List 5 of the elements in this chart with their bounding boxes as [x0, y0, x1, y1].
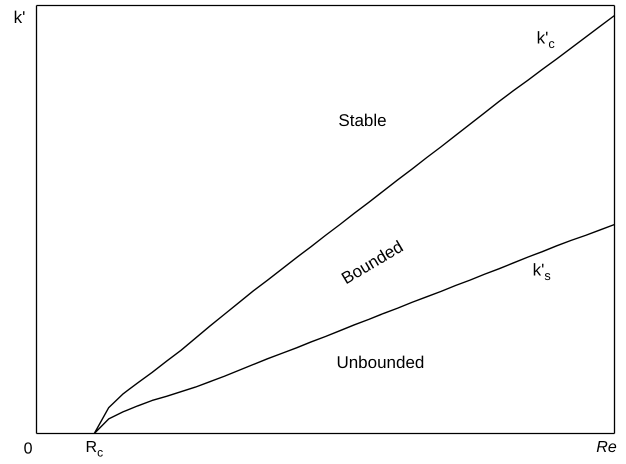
annotation: Stable: [338, 110, 387, 130]
annotation: Unbounded: [336, 352, 424, 372]
y-axis-title: k': [14, 8, 26, 27]
text: 0: [24, 440, 33, 458]
x-axis-title: Re: [596, 439, 617, 456]
